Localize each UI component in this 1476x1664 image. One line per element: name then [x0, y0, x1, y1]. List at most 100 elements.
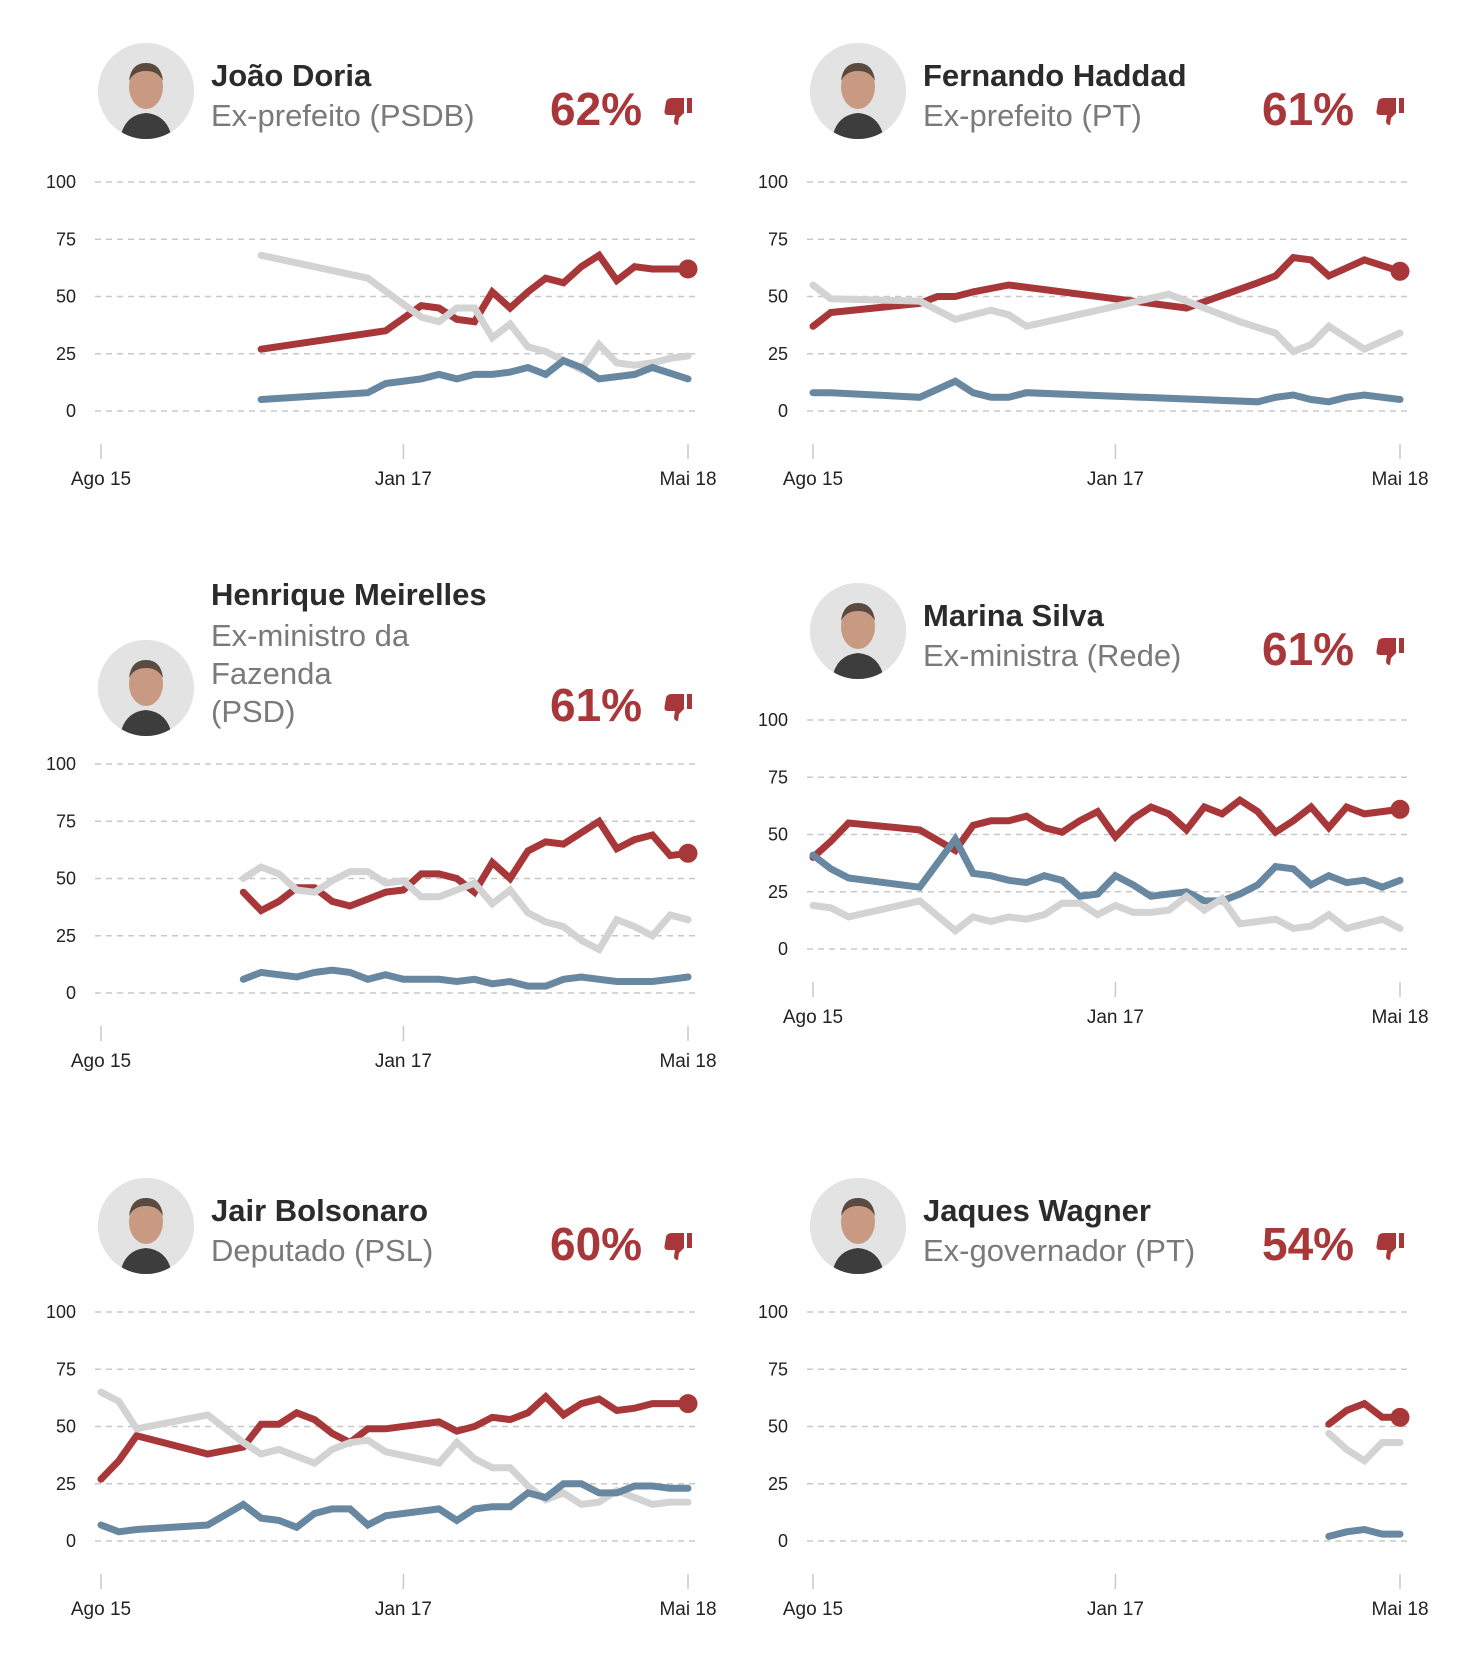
x-tick-label: Mai 18: [659, 469, 716, 490]
x-tick-label: Jan 17: [375, 469, 432, 490]
y-tick-label: 0: [66, 983, 76, 1003]
x-tick-label: Jan 17: [1087, 1599, 1144, 1620]
latest-point-marker: [678, 1394, 698, 1414]
candidate-name: João Doria: [211, 58, 372, 93]
x-tick-label: Jan 17: [1087, 1007, 1144, 1028]
line-chart: 0 25 50 75 100 Ago 15 Jan 17 Mai 18: [46, 172, 717, 490]
y-tick-label: 25: [56, 1474, 76, 1494]
line-chart: 0 25 50 75 100 Ago 15 Jan 17 Mai 18: [46, 754, 717, 1072]
avatar-photo: [810, 1178, 906, 1274]
candidate-role: Ex-governador (PT): [923, 1233, 1196, 1268]
candidate-role: Ex-prefeito (PT): [923, 98, 1142, 133]
y-tick-label: 100: [758, 172, 788, 192]
y-tick-label: 25: [768, 344, 788, 364]
y-tick-label: 75: [768, 229, 788, 249]
thumbs-down-icon: [1375, 636, 1407, 666]
candidate-panel-jaques-wagner: Jaques Wagner Ex-governador (PT) 54% 0 25 50 7…: [712, 0, 1432, 1664]
y-tick-label: 100: [758, 710, 788, 730]
y-tick-label: 0: [66, 401, 76, 421]
rejection-percent: 61%: [550, 679, 643, 731]
y-tick-label: 0: [778, 939, 788, 959]
y-tick-label: 25: [768, 1474, 788, 1494]
candidate-role: Ex-prefeito (PSDB): [211, 98, 475, 133]
series-line-other: [809, 891, 1404, 936]
series-line-other: [239, 863, 692, 955]
avatar-photo: [810, 43, 906, 139]
candidate-name: Marina Silva: [923, 598, 1104, 633]
series-line-approve: [809, 377, 1404, 406]
avatar: [810, 43, 906, 139]
candidate-name: Fernando Haddad: [923, 58, 1187, 93]
avatar-photo: [98, 1178, 194, 1274]
x-tick-label: Jan 17: [375, 1051, 432, 1072]
y-tick-label: 50: [56, 1417, 76, 1437]
series-line-approve: [1325, 1525, 1404, 1540]
series-line-other: [1325, 1429, 1404, 1466]
avatar-photo: [98, 43, 194, 139]
y-tick-label: 50: [768, 287, 788, 307]
line-chart: 0 25 50 75 100 Ago 15 Jan 17 Mai 18: [46, 1302, 717, 1620]
avatar: [98, 43, 194, 139]
x-tick-label: Ago 15: [783, 469, 843, 490]
thumbs-down-icon: [663, 96, 695, 126]
y-tick-label: 25: [56, 344, 76, 364]
y-tick-label: 0: [66, 1531, 76, 1551]
candidate-role: Deputado (PSL): [211, 1233, 434, 1268]
avatar-photo: [810, 583, 906, 679]
y-tick-label: 25: [56, 926, 76, 946]
candidate-name: Henrique Meirelles: [211, 577, 487, 612]
x-tick-label: Mai 18: [1371, 469, 1428, 490]
series-line-reject: [1325, 1399, 1404, 1428]
y-tick-label: 50: [768, 1417, 788, 1437]
y-tick-label: 25: [768, 882, 788, 902]
line-chart: 0 25 50 75 100 Ago 15 Jan 17 Mai 18: [758, 710, 1429, 1028]
avatar: [98, 640, 194, 736]
y-tick-label: 75: [768, 1359, 788, 1379]
latest-point-marker: [1390, 799, 1410, 819]
x-tick-label: Jan 17: [375, 1599, 432, 1620]
latest-point-marker: [1390, 261, 1410, 281]
x-tick-label: Ago 15: [71, 469, 131, 490]
avatar: [810, 1178, 906, 1274]
candidate-panel-henrique-meirelles: Henrique Meirelles Ex-ministro da Fazenda…: [0, 0, 720, 1664]
thumbs-down-icon: [1375, 96, 1407, 126]
y-tick-label: 50: [768, 825, 788, 845]
avatar: [98, 1178, 194, 1274]
thumbs-down-icon: [1375, 1231, 1407, 1261]
x-tick-label: Ago 15: [783, 1007, 843, 1028]
thumbs-down-icon: [663, 1231, 695, 1261]
x-tick-label: Jan 17: [1087, 469, 1144, 490]
thumbs-down-icon: [663, 692, 695, 722]
x-tick-label: Ago 15: [783, 1599, 843, 1620]
candidate-role: Ex-ministra (Rede): [923, 638, 1182, 673]
latest-point-marker: [678, 259, 698, 279]
rejection-percent: 62%: [550, 83, 643, 135]
rejection-percent: 61%: [1262, 83, 1355, 135]
candidate-panel-joao-doria: João Doria Ex-prefeito (PSDB) 62% 0 25 50 75 10…: [0, 0, 720, 1664]
y-tick-label: 100: [46, 754, 76, 774]
series-line-approve: [97, 1480, 692, 1536]
series-line-other: [809, 281, 1404, 356]
y-tick-label: 75: [56, 811, 76, 831]
series-line-reject: [809, 795, 1404, 861]
y-tick-label: 0: [778, 1531, 788, 1551]
candidate-role: Ex-ministro da Fazenda (PSD): [211, 618, 410, 729]
line-chart: 0 25 50 75 100 Ago 15 Jan 17 Mai 18: [758, 1302, 1429, 1620]
x-tick-label: Mai 18: [659, 1599, 716, 1620]
x-tick-label: Mai 18: [1371, 1599, 1428, 1620]
y-tick-label: 75: [56, 1359, 76, 1379]
y-tick-label: 0: [778, 401, 788, 421]
rejection-percent: 61%: [1262, 623, 1355, 675]
rejection-percent: 60%: [550, 1218, 643, 1270]
y-tick-label: 75: [768, 767, 788, 787]
candidate-name: Jair Bolsonaro: [211, 1193, 429, 1228]
y-tick-label: 100: [46, 172, 76, 192]
series-line-approve: [809, 832, 1404, 905]
rejection-percent: 54%: [1262, 1218, 1355, 1270]
series-line-approve: [257, 356, 692, 403]
candidate-name: Jaques Wagner: [923, 1193, 1151, 1228]
series-line-reject: [257, 250, 692, 353]
x-tick-label: Ago 15: [71, 1599, 131, 1620]
y-tick-label: 75: [56, 229, 76, 249]
line-chart: 0 25 50 75 100 Ago 15 Jan 17 Mai 18: [758, 172, 1429, 490]
